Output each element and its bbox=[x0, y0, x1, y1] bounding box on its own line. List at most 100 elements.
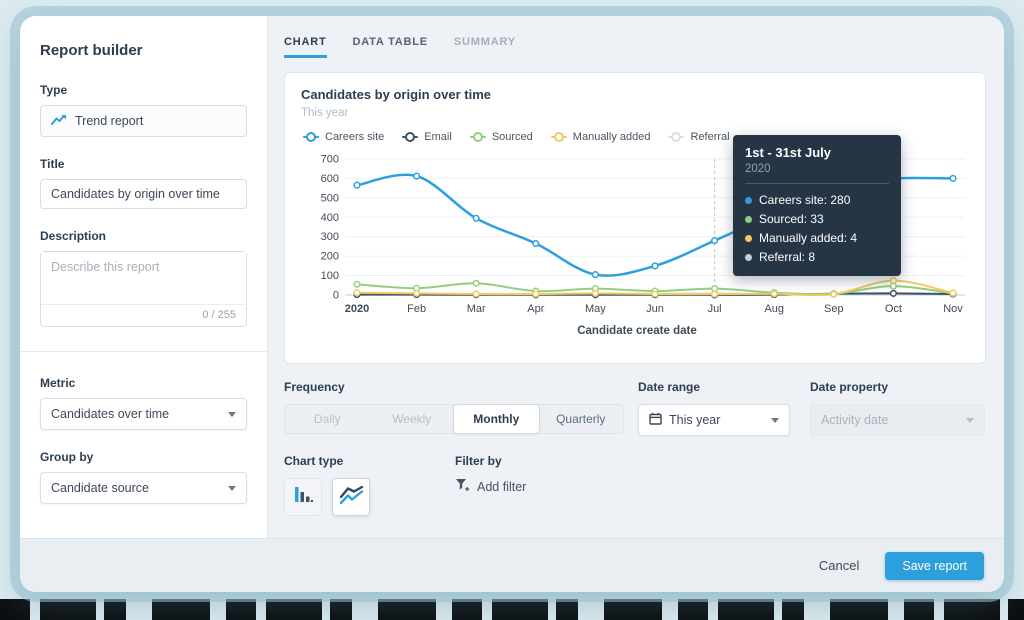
group-by-value: Candidate source bbox=[51, 481, 149, 495]
view-tabs: CHART DATA TABLE SUMMARY bbox=[284, 36, 986, 58]
svg-text:Nov: Nov bbox=[943, 303, 963, 315]
legend-marker bbox=[469, 132, 486, 142]
svg-text:Aug: Aug bbox=[764, 303, 784, 315]
legend-item-sourced[interactable]: Sourced bbox=[469, 131, 533, 143]
type-label: Type bbox=[40, 83, 68, 97]
svg-text:2020: 2020 bbox=[345, 303, 369, 315]
line-chart-type-button[interactable] bbox=[332, 478, 370, 516]
chevron-down-icon bbox=[228, 411, 236, 417]
chevron-down-icon bbox=[771, 417, 779, 423]
modal-footer: Cancel Save report bbox=[20, 538, 1004, 592]
frequency-label: Frequency bbox=[284, 380, 345, 394]
tooltip-series-value: Referral: 8 bbox=[759, 250, 816, 264]
chevron-down-icon bbox=[228, 485, 236, 491]
report-type-select[interactable]: Trend report bbox=[40, 105, 247, 137]
cancel-button[interactable]: Cancel bbox=[818, 558, 860, 573]
report-title-input[interactable] bbox=[40, 179, 247, 209]
description-textarea[interactable] bbox=[41, 252, 246, 304]
svg-text:May: May bbox=[585, 303, 606, 315]
calendar-icon bbox=[649, 412, 662, 428]
metric-select[interactable]: Candidates over time bbox=[40, 398, 247, 430]
tooltip-divider bbox=[745, 183, 889, 184]
legend-item-manually-added[interactable]: Manually added bbox=[550, 131, 651, 143]
tooltip-row: Sourced: 33 bbox=[745, 210, 889, 229]
frequency-option-daily: Daily bbox=[313, 412, 341, 426]
svg-text:400: 400 bbox=[321, 212, 339, 224]
tooltip-series-dot bbox=[745, 235, 752, 242]
legend-marker bbox=[550, 132, 567, 142]
frequency-option-quarterly[interactable]: Quarterly bbox=[556, 412, 606, 426]
svg-text:Mar: Mar bbox=[467, 303, 486, 315]
tooltip-row: Careers site: 280 bbox=[745, 191, 889, 210]
metric-label: Metric bbox=[40, 376, 76, 390]
svg-text:300: 300 bbox=[321, 231, 339, 243]
background-page-content bbox=[0, 599, 1024, 620]
frequency-segmented-control: Daily Weekly Monthly Quarterly bbox=[284, 404, 624, 434]
svg-text:Jun: Jun bbox=[646, 303, 664, 315]
svg-text:Apr: Apr bbox=[527, 303, 544, 315]
svg-text:0: 0 bbox=[333, 290, 339, 302]
tooltip-rows: Careers site: 280 Sourced: 33 Manually add… bbox=[745, 191, 889, 267]
chart-card: Candidates by origin over time This year… bbox=[284, 72, 986, 364]
tooltip-row: Referral: 8 bbox=[745, 248, 889, 267]
svg-text:500: 500 bbox=[321, 192, 339, 204]
tab-chart[interactable]: CHART bbox=[284, 36, 327, 58]
tooltip-series-value: Sourced: 33 bbox=[759, 212, 824, 226]
svg-text:Sep: Sep bbox=[824, 303, 844, 315]
add-filter-button[interactable]: Add filter bbox=[455, 478, 526, 495]
bar-chart-icon bbox=[293, 484, 314, 510]
line-chart-icon bbox=[339, 484, 364, 511]
svg-text:Jul: Jul bbox=[708, 303, 722, 315]
legend-label: Sourced bbox=[491, 131, 533, 143]
date-property-select: Activity date bbox=[810, 404, 985, 436]
svg-text:200: 200 bbox=[321, 251, 339, 263]
tooltip-series-dot bbox=[745, 216, 752, 223]
legend-item-careers-site[interactable]: Careers site bbox=[303, 131, 384, 143]
legend-label: Careers site bbox=[325, 131, 385, 143]
tab-data-table[interactable]: DATA TABLE bbox=[352, 36, 428, 48]
tooltip-row: Manually added: 4 bbox=[745, 229, 889, 248]
trend-icon bbox=[51, 113, 67, 129]
chart-subtitle: This year bbox=[301, 107, 349, 119]
description-label: Description bbox=[40, 229, 107, 243]
filter-plus-icon bbox=[455, 478, 470, 495]
chart-title: Candidates by origin over time bbox=[301, 87, 491, 102]
report-type-value: Trend report bbox=[75, 114, 144, 128]
report-preview-area: CHART DATA TABLE SUMMARY Candidates by ori… bbox=[268, 16, 1004, 538]
legend-label: Email bbox=[424, 131, 452, 143]
svg-text:100: 100 bbox=[321, 270, 339, 282]
frequency-option-weekly: Weekly bbox=[392, 412, 432, 426]
chart-tooltip: 1st - 31st July 2020 Careers site: 280 So… bbox=[733, 135, 901, 276]
title-label: Title bbox=[40, 157, 65, 171]
svg-text:Oct: Oct bbox=[885, 303, 902, 315]
date-range-select[interactable]: This year bbox=[638, 404, 790, 436]
frequency-option-monthly[interactable]: Monthly bbox=[453, 404, 540, 434]
legend-item-email[interactable]: Email bbox=[402, 131, 452, 143]
svg-text:Feb: Feb bbox=[407, 303, 426, 315]
tab-summary[interactable]: SUMMARY bbox=[453, 36, 516, 48]
svg-text:600: 600 bbox=[321, 173, 339, 185]
report-builder-sidebar: Report builder Type Trend report Title D… bbox=[20, 16, 268, 538]
tooltip-subtitle: 2020 bbox=[745, 163, 771, 175]
description-char-counter: 0 / 255 bbox=[41, 304, 246, 326]
report-builder-modal: Report builder Type Trend report Title D… bbox=[20, 16, 1004, 592]
tooltip-series-dot bbox=[745, 254, 752, 261]
date-property-label: Date property bbox=[810, 380, 889, 394]
bar-chart-type-button[interactable] bbox=[284, 478, 322, 516]
chevron-down-icon bbox=[966, 417, 974, 423]
chart-legend: Careers site Email Sourced Manually added Re… bbox=[303, 131, 973, 143]
tooltip-series-value: Careers site: 280 bbox=[759, 193, 851, 207]
sidebar-divider bbox=[20, 351, 267, 352]
save-report-button[interactable]: Save report bbox=[885, 551, 984, 580]
legend-label: Referral bbox=[690, 131, 730, 143]
date-range-value: This year bbox=[669, 413, 721, 427]
date-property-value: Activity date bbox=[821, 413, 889, 427]
legend-item-referral[interactable]: Referral bbox=[668, 131, 730, 143]
legend-label: Manually added bbox=[572, 131, 651, 143]
tooltip-series-dot bbox=[745, 197, 752, 204]
legend-marker bbox=[668, 132, 685, 142]
legend-marker bbox=[402, 132, 419, 142]
chart-type-label: Chart type bbox=[284, 454, 344, 468]
legend-marker bbox=[303, 132, 319, 142]
group-by-select[interactable]: Candidate source bbox=[40, 472, 247, 504]
